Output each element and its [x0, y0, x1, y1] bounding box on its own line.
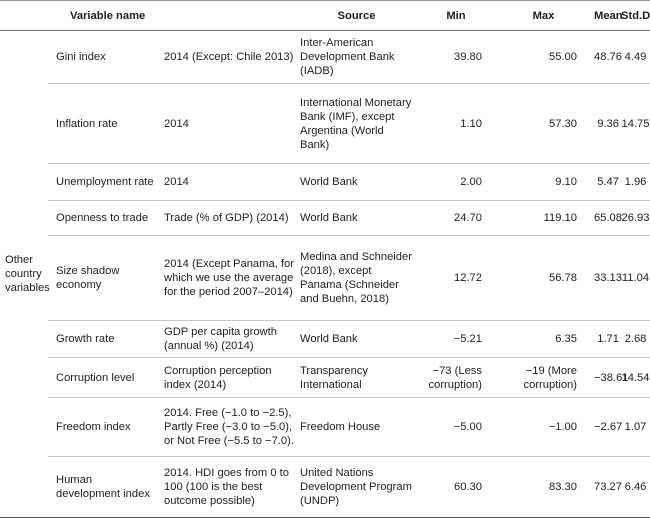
- source: World Bank: [297, 200, 416, 236]
- header-cell: Source: [297, 0, 416, 31]
- header-row: Variable name Source Min Max Mean Std.De…: [0, 0, 650, 31]
- header-cell: Min: [416, 0, 496, 31]
- table-row: Openness to trade Trade (% of GDP) (2014)…: [0, 200, 650, 236]
- table-row: Other country variables Gini index 2014 (E…: [0, 30, 650, 518]
- group-label: Other country variables: [0, 30, 50, 518]
- period: 2014 (Except Panama, for which we use th…: [161, 235, 297, 321]
- min: −5.00: [416, 397, 496, 457]
- variable-name: Growth rate: [48, 320, 161, 358]
- period: GDP per capita growth (annual %) (2014): [161, 320, 297, 358]
- min: 39.80: [416, 30, 496, 84]
- min: −5.21: [416, 320, 496, 358]
- period: 2014. HDI goes from 0 to 100 (100 is the…: [161, 456, 297, 518]
- max: −19 (More corruption): [496, 357, 591, 398]
- mean: 73.27: [591, 456, 622, 518]
- source: World Bank: [297, 320, 416, 358]
- variable-name: Corruption level: [48, 357, 161, 398]
- header-cell: Mean: [591, 0, 623, 31]
- max: 6.35: [496, 320, 591, 358]
- min: 2.00: [416, 163, 496, 201]
- table-row: Human development index 2014. HDI goes fr…: [0, 456, 650, 518]
- variable-name: Freedom index: [48, 397, 161, 457]
- variable-name: Human development index: [48, 456, 161, 518]
- period: Trade (% of GDP) (2014): [161, 200, 297, 236]
- source: Freedom House: [297, 397, 416, 457]
- mean: 65.08: [591, 200, 622, 236]
- source: United Nations Development Program (UNDP…: [297, 456, 416, 518]
- max: 57.30: [496, 83, 591, 164]
- variable-name: Size shadow economy: [48, 235, 161, 321]
- period: 2014. Free (−1.0 to −2.5), Partly Free (…: [161, 397, 297, 457]
- mean: 48.76: [591, 30, 622, 84]
- source: World Bank: [297, 163, 416, 201]
- table-row: Size shadow economy 2014 (Except Panama, …: [0, 235, 650, 321]
- std-dev: 14.75: [621, 83, 650, 164]
- std-dev: 6.46: [621, 456, 650, 518]
- max: 56.78: [496, 235, 591, 321]
- max: 83.30: [496, 456, 591, 518]
- max: 55.00: [496, 30, 591, 84]
- max: 9.10: [496, 163, 591, 201]
- mean: −2.67: [591, 397, 622, 457]
- min: −73 (Less corruption): [416, 357, 496, 398]
- min: 60.30: [416, 456, 496, 518]
- variable-name: Inflation rate: [48, 83, 161, 164]
- mean: −38.61: [591, 357, 629, 398]
- header-spacer: [0, 0, 48, 31]
- table-row: Inflation rate 2014 International Monetary…: [0, 83, 650, 164]
- table-row: Unemployment rate 2014 World Bank 2.00 9.10 5…: [0, 163, 650, 201]
- variable-name: Openness to trade: [48, 200, 161, 236]
- min: 24.70: [416, 200, 496, 236]
- mean: 5.47: [591, 163, 621, 201]
- header-cell: Max: [496, 0, 591, 31]
- table-body: Other country variables Gini index 2014 (E…: [0, 30, 650, 518]
- variable-name: Unemployment rate: [48, 163, 161, 201]
- source: Medina and Schneider (2018), except Pana…: [297, 235, 416, 321]
- header-cell: Std.Dev.: [621, 0, 650, 31]
- table-row: Corruption level Corruption perception in…: [0, 357, 650, 398]
- source: Inter-American Development Bank (IADB): [297, 30, 416, 84]
- mean: 9.36: [591, 83, 621, 164]
- source: Transparency International: [297, 357, 416, 398]
- variable-name: Gini index: [48, 30, 161, 84]
- std-dev: 11.04: [621, 235, 650, 321]
- max: −1.00: [496, 397, 591, 457]
- mean: 1.71: [591, 320, 621, 358]
- mean: 33.13: [591, 235, 622, 321]
- header-cell: Variable name: [48, 0, 297, 31]
- std-dev: 14.54: [621, 357, 650, 398]
- period: Corruption perception index (2014): [161, 357, 297, 398]
- std-dev: 4.49: [621, 30, 650, 84]
- std-dev: 1.07: [621, 397, 650, 457]
- std-dev: 1.96: [621, 163, 650, 201]
- max: 119.10: [496, 200, 591, 236]
- period: 2014 (Except: Chile 2013): [161, 30, 297, 84]
- table-row: Freedom index 2014. Free (−1.0 to −2.5), …: [0, 397, 650, 457]
- table-row: Growth rate GDP per capita growth (annual…: [0, 320, 650, 358]
- min: 12.72: [416, 235, 496, 321]
- std-dev: 26.93: [621, 200, 650, 236]
- period: 2014: [161, 83, 297, 164]
- std-dev: 2.68: [621, 320, 650, 358]
- source: International Monetary Bank (IMF), excep…: [297, 83, 416, 164]
- min: 1.10: [416, 83, 496, 164]
- period: 2014: [161, 163, 297, 201]
